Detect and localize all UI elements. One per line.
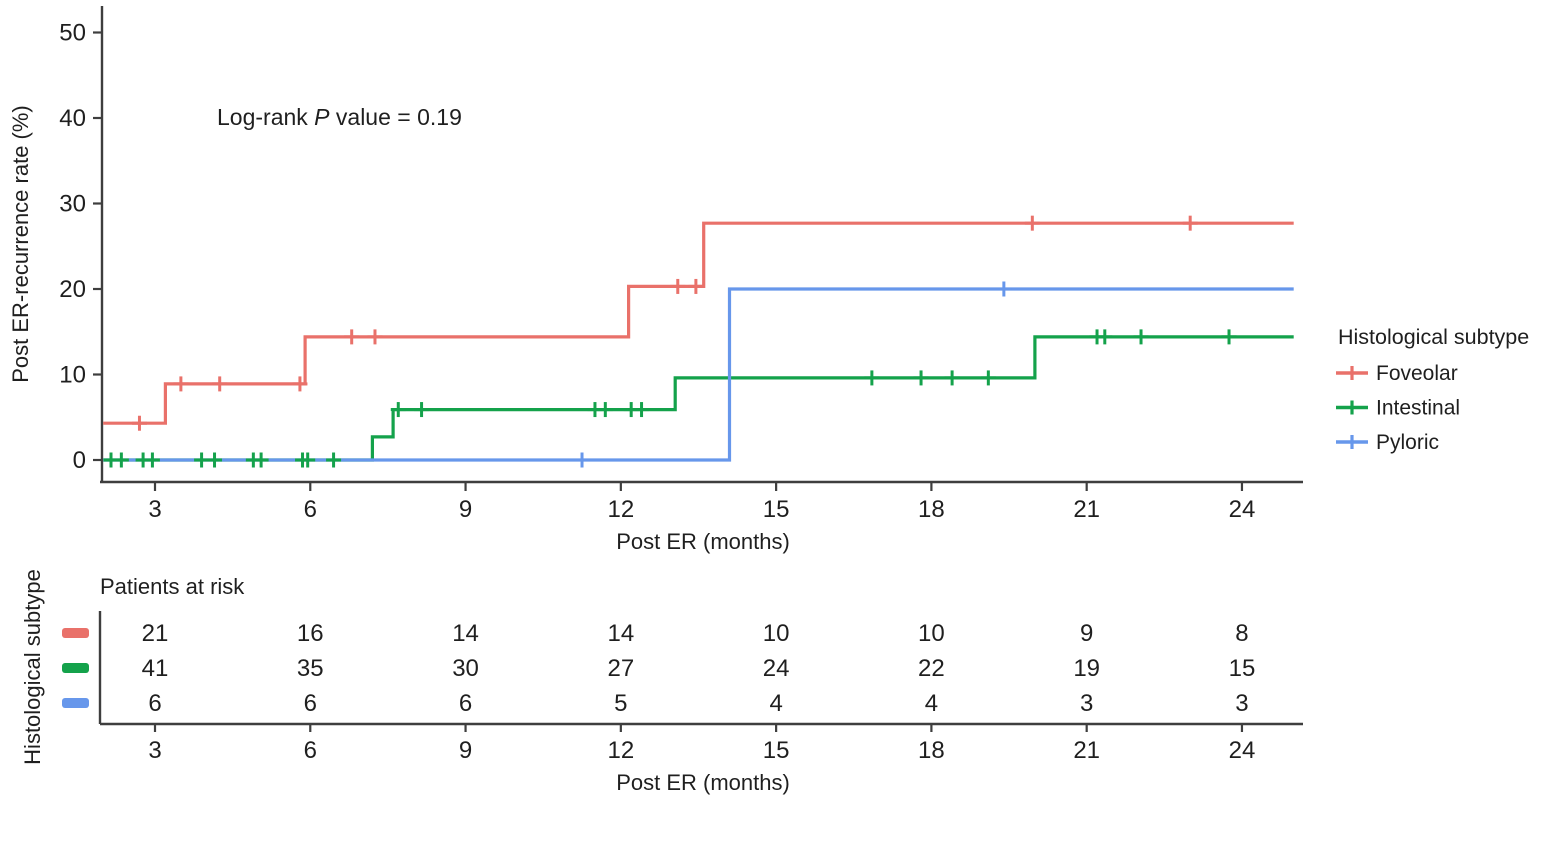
- x-tick-label: 15: [763, 496, 790, 523]
- intestinal-risk-count: 30: [452, 655, 479, 682]
- risk-x-tick-label: 24: [1229, 737, 1256, 764]
- intestinal-risk-count: 24: [763, 655, 790, 682]
- intestinal-risk-count: 35: [297, 655, 324, 682]
- foveolar-row-swatch: [62, 628, 89, 638]
- foveolar-risk-count: 8: [1235, 620, 1248, 647]
- intestinal-risk-count: 15: [1229, 655, 1256, 682]
- x-tick-label: 6: [304, 496, 317, 523]
- logrank-annotation: Log-rank P value = 0.19: [217, 104, 462, 130]
- pyloric-risk-count: 3: [1080, 690, 1093, 717]
- x-tick-label: 9: [459, 496, 472, 523]
- y-tick-label: 30: [59, 191, 86, 218]
- legend-title: Histological subtype: [1338, 325, 1529, 349]
- legend: Histological subtype Foveolar Intestinal Py…: [1336, 325, 1529, 454]
- x-tick-label: 24: [1229, 496, 1256, 523]
- foveolar-risk-count: 21: [142, 620, 169, 647]
- legend-label: Foveolar: [1376, 362, 1458, 385]
- risk-x-tick-label: 21: [1073, 737, 1100, 764]
- pyloric-risk-count: 4: [769, 690, 782, 717]
- foveolar-risk-count: 14: [607, 620, 634, 647]
- series-curves: [103, 221, 1294, 462]
- foveolar-risk-count: 10: [763, 620, 790, 647]
- foveolar-risk-count: 10: [918, 620, 945, 647]
- y-tick-label: 50: [59, 20, 86, 47]
- x-axis-title: Post ER (months): [616, 529, 790, 554]
- legend-item: Pyloric: [1336, 431, 1439, 454]
- intestinal-risk-count: 27: [607, 655, 634, 682]
- risk-table-side-label: Histological subtype: [20, 569, 45, 765]
- risk-x-tick-label: 9: [459, 737, 472, 764]
- x-tick-label: 18: [918, 496, 945, 523]
- risk-table: Patients at risk Histological subtype 21 16…: [20, 569, 1303, 795]
- risk-x-tick-label: 6: [304, 737, 317, 764]
- legend-item: Foveolar: [1336, 362, 1458, 385]
- intestinal-risk-count: 41: [142, 655, 169, 682]
- x-tick-label: 21: [1073, 496, 1100, 523]
- risk-x-axis-title: Post ER (months): [616, 770, 790, 795]
- legend-label: Intestinal: [1376, 397, 1460, 420]
- risk-x-tick-label: 3: [148, 737, 161, 764]
- pyloric-risk-count: 6: [148, 690, 161, 717]
- y-tick-label: 0: [73, 447, 86, 474]
- intestinal-row-swatch: [62, 663, 89, 673]
- intestinal-risk-count: 22: [918, 655, 945, 682]
- intestinal-curve: [103, 335, 1294, 462]
- y-axis-title: Post ER-recurrence rate (%): [8, 105, 33, 383]
- legend-label: Pyloric: [1376, 431, 1439, 454]
- y-tick-label: 40: [59, 105, 86, 132]
- risk-x-tick-label: 15: [763, 737, 790, 764]
- pyloric-risk-count: 3: [1235, 690, 1248, 717]
- pyloric-risk-count: 4: [925, 690, 938, 717]
- intestinal-risk-count: 19: [1073, 655, 1100, 682]
- foveolar-risk-count: 16: [297, 620, 324, 647]
- pyloric-curve: [103, 287, 1294, 462]
- y-tick-label: 10: [59, 362, 86, 389]
- censor-marks: [103, 215, 1237, 468]
- pyloric-risk-count: 6: [304, 690, 317, 717]
- plot-labels: Post ER-recurrence rate (%) Post ER (mont…: [8, 104, 790, 554]
- y-tick-label: 20: [59, 276, 86, 303]
- foveolar-risk-count: 14: [452, 620, 479, 647]
- risk-x-tick-label: 18: [918, 737, 945, 764]
- pyloric-risk-count: 5: [614, 690, 627, 717]
- legend-item: Intestinal: [1336, 397, 1460, 420]
- x-tick-label: 12: [607, 496, 634, 523]
- risk-table-header: Patients at risk: [100, 574, 245, 599]
- plot-axes: 0 10 20 30 40 50 3 6 9 12 15 18 21 24: [59, 6, 1303, 523]
- foveolar-curve: [103, 221, 1294, 425]
- pyloric-row-swatch: [62, 698, 89, 708]
- foveolar-risk-count: 9: [1080, 620, 1093, 647]
- risk-x-tick-label: 12: [607, 737, 634, 764]
- x-tick-label: 3: [148, 496, 161, 523]
- pyloric-risk-count: 6: [459, 690, 472, 717]
